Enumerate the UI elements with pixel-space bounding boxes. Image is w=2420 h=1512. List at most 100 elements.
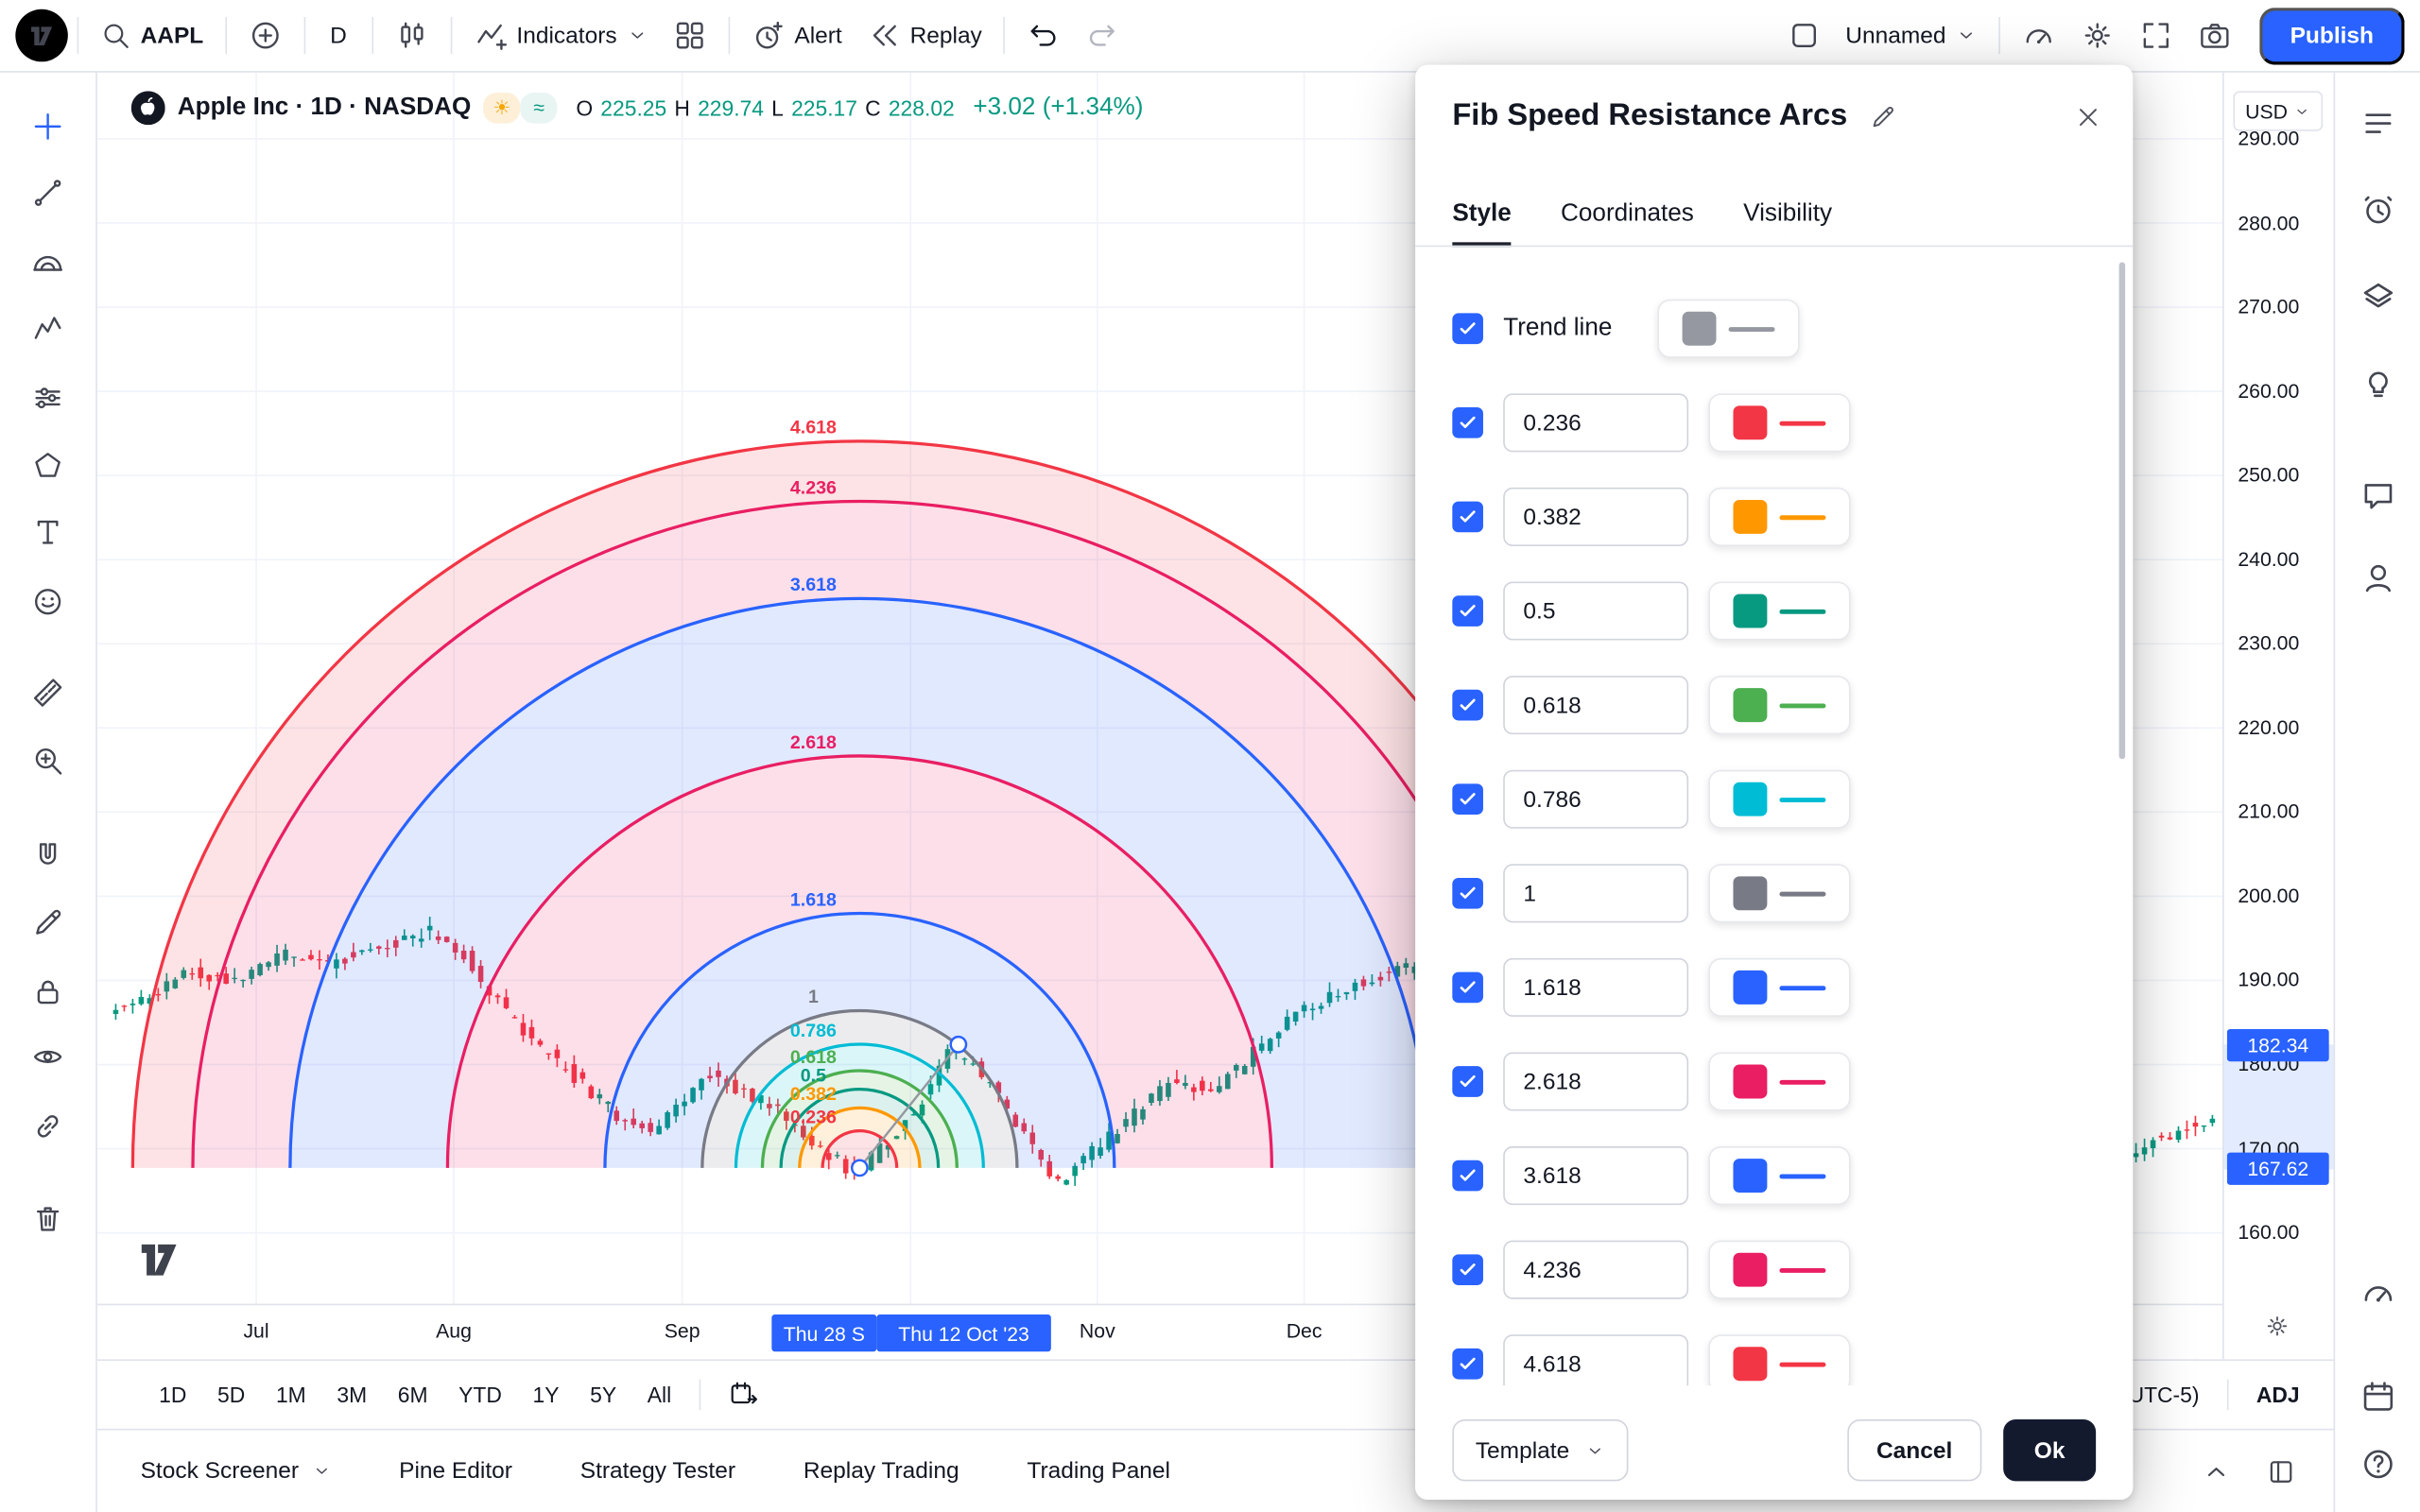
level-checkbox[interactable] (1452, 1066, 1483, 1097)
trend-line-checkbox[interactable] (1452, 313, 1483, 345)
tool-pencil[interactable] (22, 897, 75, 950)
range-ytd-button[interactable]: YTD (458, 1382, 502, 1407)
level-style-button[interactable] (1708, 1146, 1851, 1206)
range-all-button[interactable]: All (647, 1382, 672, 1407)
dialog-tab-visibility[interactable]: Visibility (1743, 200, 1833, 227)
template-button[interactable]: Template (1452, 1419, 1629, 1482)
bottom-tab-trading-panel[interactable]: Trading Panel (1027, 1458, 1170, 1485)
panel-calendar-button[interactable] (2351, 1370, 2404, 1423)
replay-button[interactable]: Replay (855, 10, 994, 60)
edit-pencil-icon[interactable] (1869, 103, 1896, 130)
tool-shapes[interactable] (22, 439, 75, 492)
tool-crosshair[interactable] (22, 100, 75, 153)
dialog-scrollbar[interactable] (2118, 262, 2126, 760)
level-style-button[interactable] (1708, 1052, 1851, 1111)
tool-eye[interactable] (22, 1031, 75, 1084)
bottom-tab-stock-screener[interactable]: Stock Screener (141, 1458, 332, 1485)
tool-ruler[interactable] (22, 666, 75, 719)
indicators-button[interactable]: Indicators (461, 10, 661, 60)
level-style-button[interactable] (1708, 487, 1851, 546)
panel-alerts-button[interactable] (2351, 183, 2404, 236)
timezone-button[interactable]: (UTC-5) (2120, 1382, 2200, 1407)
tradingview-logo[interactable] (15, 9, 68, 62)
level-value-input[interactable] (1503, 487, 1689, 546)
tool-magnet[interactable] (22, 830, 75, 883)
level-style-button[interactable] (1708, 581, 1851, 641)
quick-actions-button[interactable] (2009, 10, 2067, 60)
panel-ideas-button[interactable] (2351, 358, 2404, 411)
level-style-button[interactable] (1708, 393, 1851, 453)
goto-date-icon[interactable] (713, 1370, 774, 1419)
level-value-input[interactable] (1503, 1240, 1689, 1299)
layout-name-button[interactable]: Unnamed (1833, 15, 1989, 57)
tool-text[interactable] (22, 507, 75, 559)
range-5y-button[interactable]: 5Y (590, 1382, 617, 1407)
dialog-tab-style[interactable]: Style (1452, 200, 1512, 248)
level-value-input[interactable] (1503, 1146, 1689, 1206)
close-icon[interactable] (2074, 103, 2101, 130)
panel-layers-button[interactable] (2351, 271, 2404, 324)
tool-link[interactable] (22, 1100, 75, 1153)
bottom-tab-strategy-tester[interactable]: Strategy Tester (580, 1458, 735, 1485)
level-checkbox[interactable] (1452, 407, 1483, 438)
level-checkbox[interactable] (1452, 689, 1483, 721)
price-scale-settings-icon[interactable] (2264, 1313, 2290, 1339)
ok-button[interactable]: Ok (2003, 1419, 2097, 1482)
level-style-button[interactable] (1708, 1240, 1851, 1299)
range-6m-button[interactable]: 6M (397, 1382, 428, 1407)
tool-trend-line[interactable] (22, 166, 75, 219)
symbol-title[interactable]: Apple Inc · 1D · NASDAQ (177, 94, 472, 121)
fullscreen-button[interactable] (2127, 10, 2186, 60)
interval-button[interactable]: D (315, 15, 362, 57)
range-1d-button[interactable]: 1D (159, 1382, 187, 1407)
tool-zoom[interactable] (22, 734, 75, 787)
level-checkbox[interactable] (1452, 877, 1483, 909)
level-value-input[interactable] (1503, 1334, 1689, 1386)
bottom-tab-replay-trading[interactable]: Replay Trading (804, 1458, 959, 1485)
level-style-button[interactable] (1708, 1334, 1851, 1386)
bottom-tab-pine-editor[interactable]: Pine Editor (399, 1458, 512, 1485)
save-layout-button[interactable] (1774, 10, 1833, 60)
tool-sliders[interactable] (22, 371, 75, 424)
level-checkbox[interactable] (1452, 1254, 1483, 1285)
level-checkbox[interactable] (1452, 1348, 1483, 1380)
tool-trash[interactable] (22, 1193, 75, 1246)
approx-badge-icon[interactable]: ≈ (520, 92, 558, 124)
panel-chat-button[interactable] (2351, 469, 2404, 522)
currency-selector[interactable]: USD (2233, 91, 2324, 131)
range-3m-button[interactable]: 3M (337, 1382, 368, 1407)
level-value-input[interactable] (1503, 864, 1689, 923)
level-checkbox[interactable] (1452, 595, 1483, 627)
tool-patterns[interactable] (22, 302, 75, 355)
level-value-input[interactable] (1503, 676, 1689, 735)
level-style-button[interactable] (1708, 864, 1851, 923)
snapshot-button[interactable] (2186, 10, 2244, 60)
tool-fib-arcs[interactable] (22, 233, 75, 286)
publish-button[interactable]: Publish (2258, 7, 2405, 64)
tool-lock[interactable] (22, 966, 75, 1019)
range-1y-button[interactable]: 1Y (532, 1382, 560, 1407)
alert-button[interactable]: Alert (739, 10, 855, 60)
chart-settings-button[interactable] (2067, 10, 2126, 60)
level-checkbox[interactable] (1452, 971, 1483, 1004)
level-value-input[interactable] (1503, 957, 1689, 1017)
indicator-templates-button[interactable] (660, 10, 718, 60)
panel-watchlist-button[interactable] (2351, 97, 2404, 150)
maximize-panel-button[interactable] (2266, 1455, 2297, 1486)
cancel-button[interactable]: Cancel (1846, 1419, 1982, 1482)
range-5d-button[interactable]: 5D (217, 1382, 246, 1407)
level-checkbox[interactable] (1452, 501, 1483, 533)
redo-button[interactable] (1073, 10, 1132, 60)
level-style-button[interactable] (1708, 769, 1851, 829)
level-value-input[interactable] (1503, 769, 1689, 829)
panel-help-button[interactable] (2351, 1438, 2404, 1491)
range-1m-button[interactable]: 1M (275, 1382, 306, 1407)
adjust-button[interactable]: ADJ (2256, 1382, 2300, 1407)
level-checkbox[interactable] (1452, 1160, 1483, 1192)
level-value-input[interactable] (1503, 581, 1689, 641)
collapse-panel-button[interactable] (2201, 1455, 2232, 1486)
symbol-search-button[interactable]: AAPL (88, 12, 216, 59)
panel-technicals-button[interactable] (2351, 1266, 2404, 1319)
level-checkbox[interactable] (1452, 783, 1483, 816)
level-value-input[interactable] (1503, 393, 1689, 453)
